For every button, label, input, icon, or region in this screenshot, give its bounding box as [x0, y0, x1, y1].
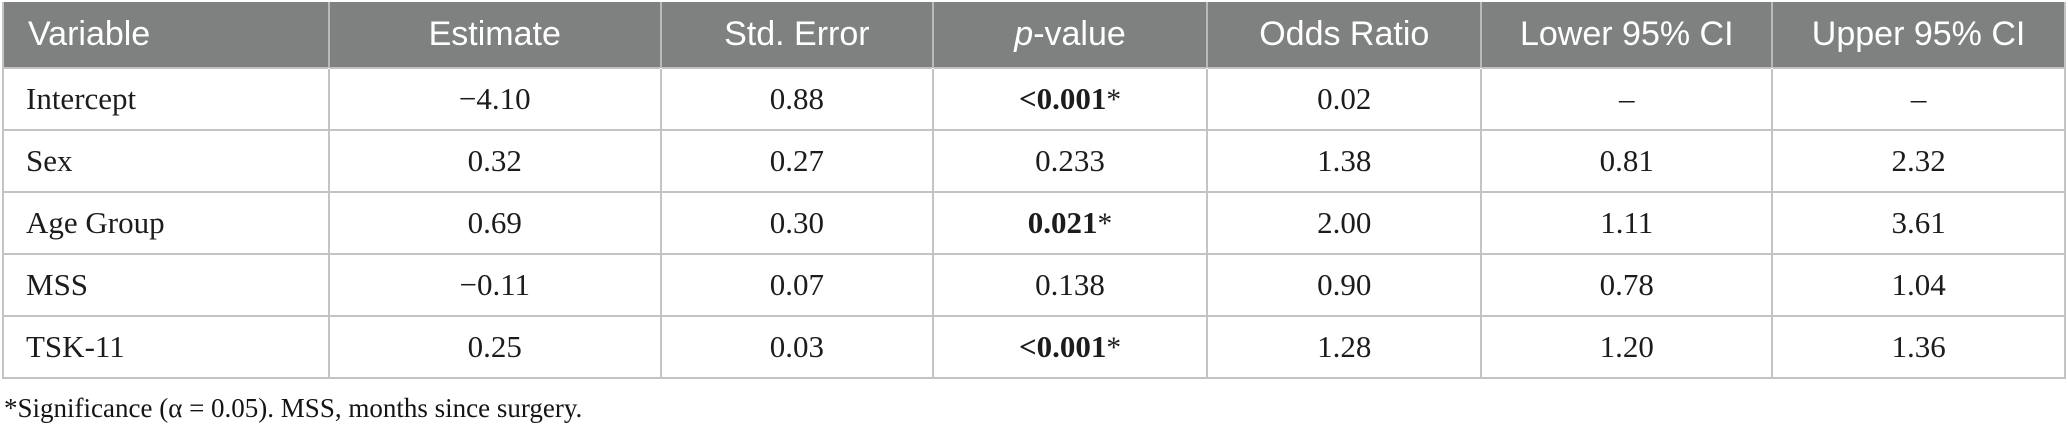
header-row: Variable Estimate Std. Error p-value Odd…: [3, 2, 2065, 68]
significance-star: *: [1097, 208, 1113, 240]
cell-lower-ci: 0.78: [1480, 253, 1774, 317]
table-row-age-group: Age Group 0.69 0.30 0.021* 2.00 1.11 3.6…: [2, 191, 2066, 255]
table-header: Variable Estimate Std. Error p-value Odd…: [3, 2, 2065, 68]
col-header-estimate: Estimate: [327, 2, 661, 68]
cell-std-error: 0.30: [659, 191, 934, 255]
cell-upper-ci: 3.61: [1771, 191, 2066, 255]
cell-odds-ratio: 1.28: [1206, 315, 1483, 379]
col-header-upper-ci: Upper 95% CI: [1771, 2, 2065, 68]
p-value-text: 0.233: [1035, 143, 1105, 178]
p-value-text: <0.001: [1018, 329, 1107, 364]
cell-p-value: 0.138: [931, 253, 1209, 317]
cell-p-value: 0.233: [931, 129, 1209, 193]
cell-odds-ratio: 0.02: [1206, 67, 1483, 131]
cell-variable: Sex: [2, 129, 330, 193]
cell-upper-ci: 1.36: [1771, 315, 2066, 379]
cell-lower-ci: –: [1480, 67, 1774, 131]
regression-results-table: Variable Estimate Std. Error p-value Odd…: [2, 2, 2066, 379]
cell-estimate: 0.32: [327, 129, 662, 193]
col-header-variable: Variable: [3, 2, 329, 68]
cell-odds-ratio: 2.00: [1206, 191, 1483, 255]
p-value-rest: -value: [1033, 15, 1126, 53]
cell-upper-ci: –: [1771, 67, 2066, 131]
cell-lower-ci: 1.11: [1480, 191, 1774, 255]
table-row-sex: Sex 0.32 0.27 0.233 1.38 0.81 2.32: [2, 129, 2066, 193]
cell-p-value: 0.021*: [931, 191, 1209, 255]
cell-odds-ratio: 1.38: [1206, 129, 1483, 193]
table-body: Intercept −4.10 0.88 <0.001* 0.02 – – Se…: [2, 67, 2066, 379]
table-row-mss: MSS −0.11 0.07 0.138 0.90 0.78 1.04: [2, 253, 2066, 317]
cell-std-error: 0.88: [659, 67, 934, 131]
col-header-std-error: Std. Error: [659, 2, 933, 68]
col-header-p-value: p-value: [931, 2, 1208, 68]
cell-p-value: <0.001*: [931, 315, 1209, 379]
col-header-lower-ci: Lower 95% CI: [1480, 2, 1773, 68]
cell-estimate: −4.10: [327, 67, 662, 131]
significance-star: *: [1106, 84, 1122, 116]
cell-upper-ci: 2.32: [1771, 129, 2066, 193]
cell-estimate: 0.69: [327, 191, 662, 255]
table-row-intercept: Intercept −4.10 0.88 <0.001* 0.02 – –: [2, 67, 2066, 131]
cell-lower-ci: 0.81: [1480, 129, 1774, 193]
cell-odds-ratio: 0.90: [1206, 253, 1483, 317]
cell-lower-ci: 1.20: [1480, 315, 1774, 379]
p-value-text: 0.021: [1027, 205, 1098, 240]
p-value-text: <0.001: [1018, 81, 1107, 116]
cell-variable: Age Group: [2, 191, 330, 255]
table-footnote: *Significance (α = 0.05). MSS, months si…: [4, 393, 583, 423]
cell-estimate: −0.11: [327, 253, 662, 317]
significance-star: *: [1106, 332, 1122, 364]
cell-variable: MSS: [2, 253, 330, 317]
p-italic-letter: p: [1014, 15, 1034, 53]
cell-std-error: 0.27: [659, 129, 934, 193]
p-value-text: 0.138: [1035, 267, 1105, 302]
cell-p-value: <0.001*: [931, 67, 1209, 131]
cell-upper-ci: 1.04: [1771, 253, 2066, 317]
cell-std-error: 0.07: [659, 253, 934, 317]
cell-variable: Intercept: [2, 67, 330, 131]
col-header-odds-ratio: Odds Ratio: [1206, 2, 1482, 68]
cell-estimate: 0.25: [327, 315, 662, 379]
table-row-tsk-11: TSK-11 0.25 0.03 <0.001* 1.28 1.20 1.36: [2, 315, 2066, 379]
cell-variable: TSK-11: [2, 315, 330, 379]
cell-std-error: 0.03: [659, 315, 934, 379]
